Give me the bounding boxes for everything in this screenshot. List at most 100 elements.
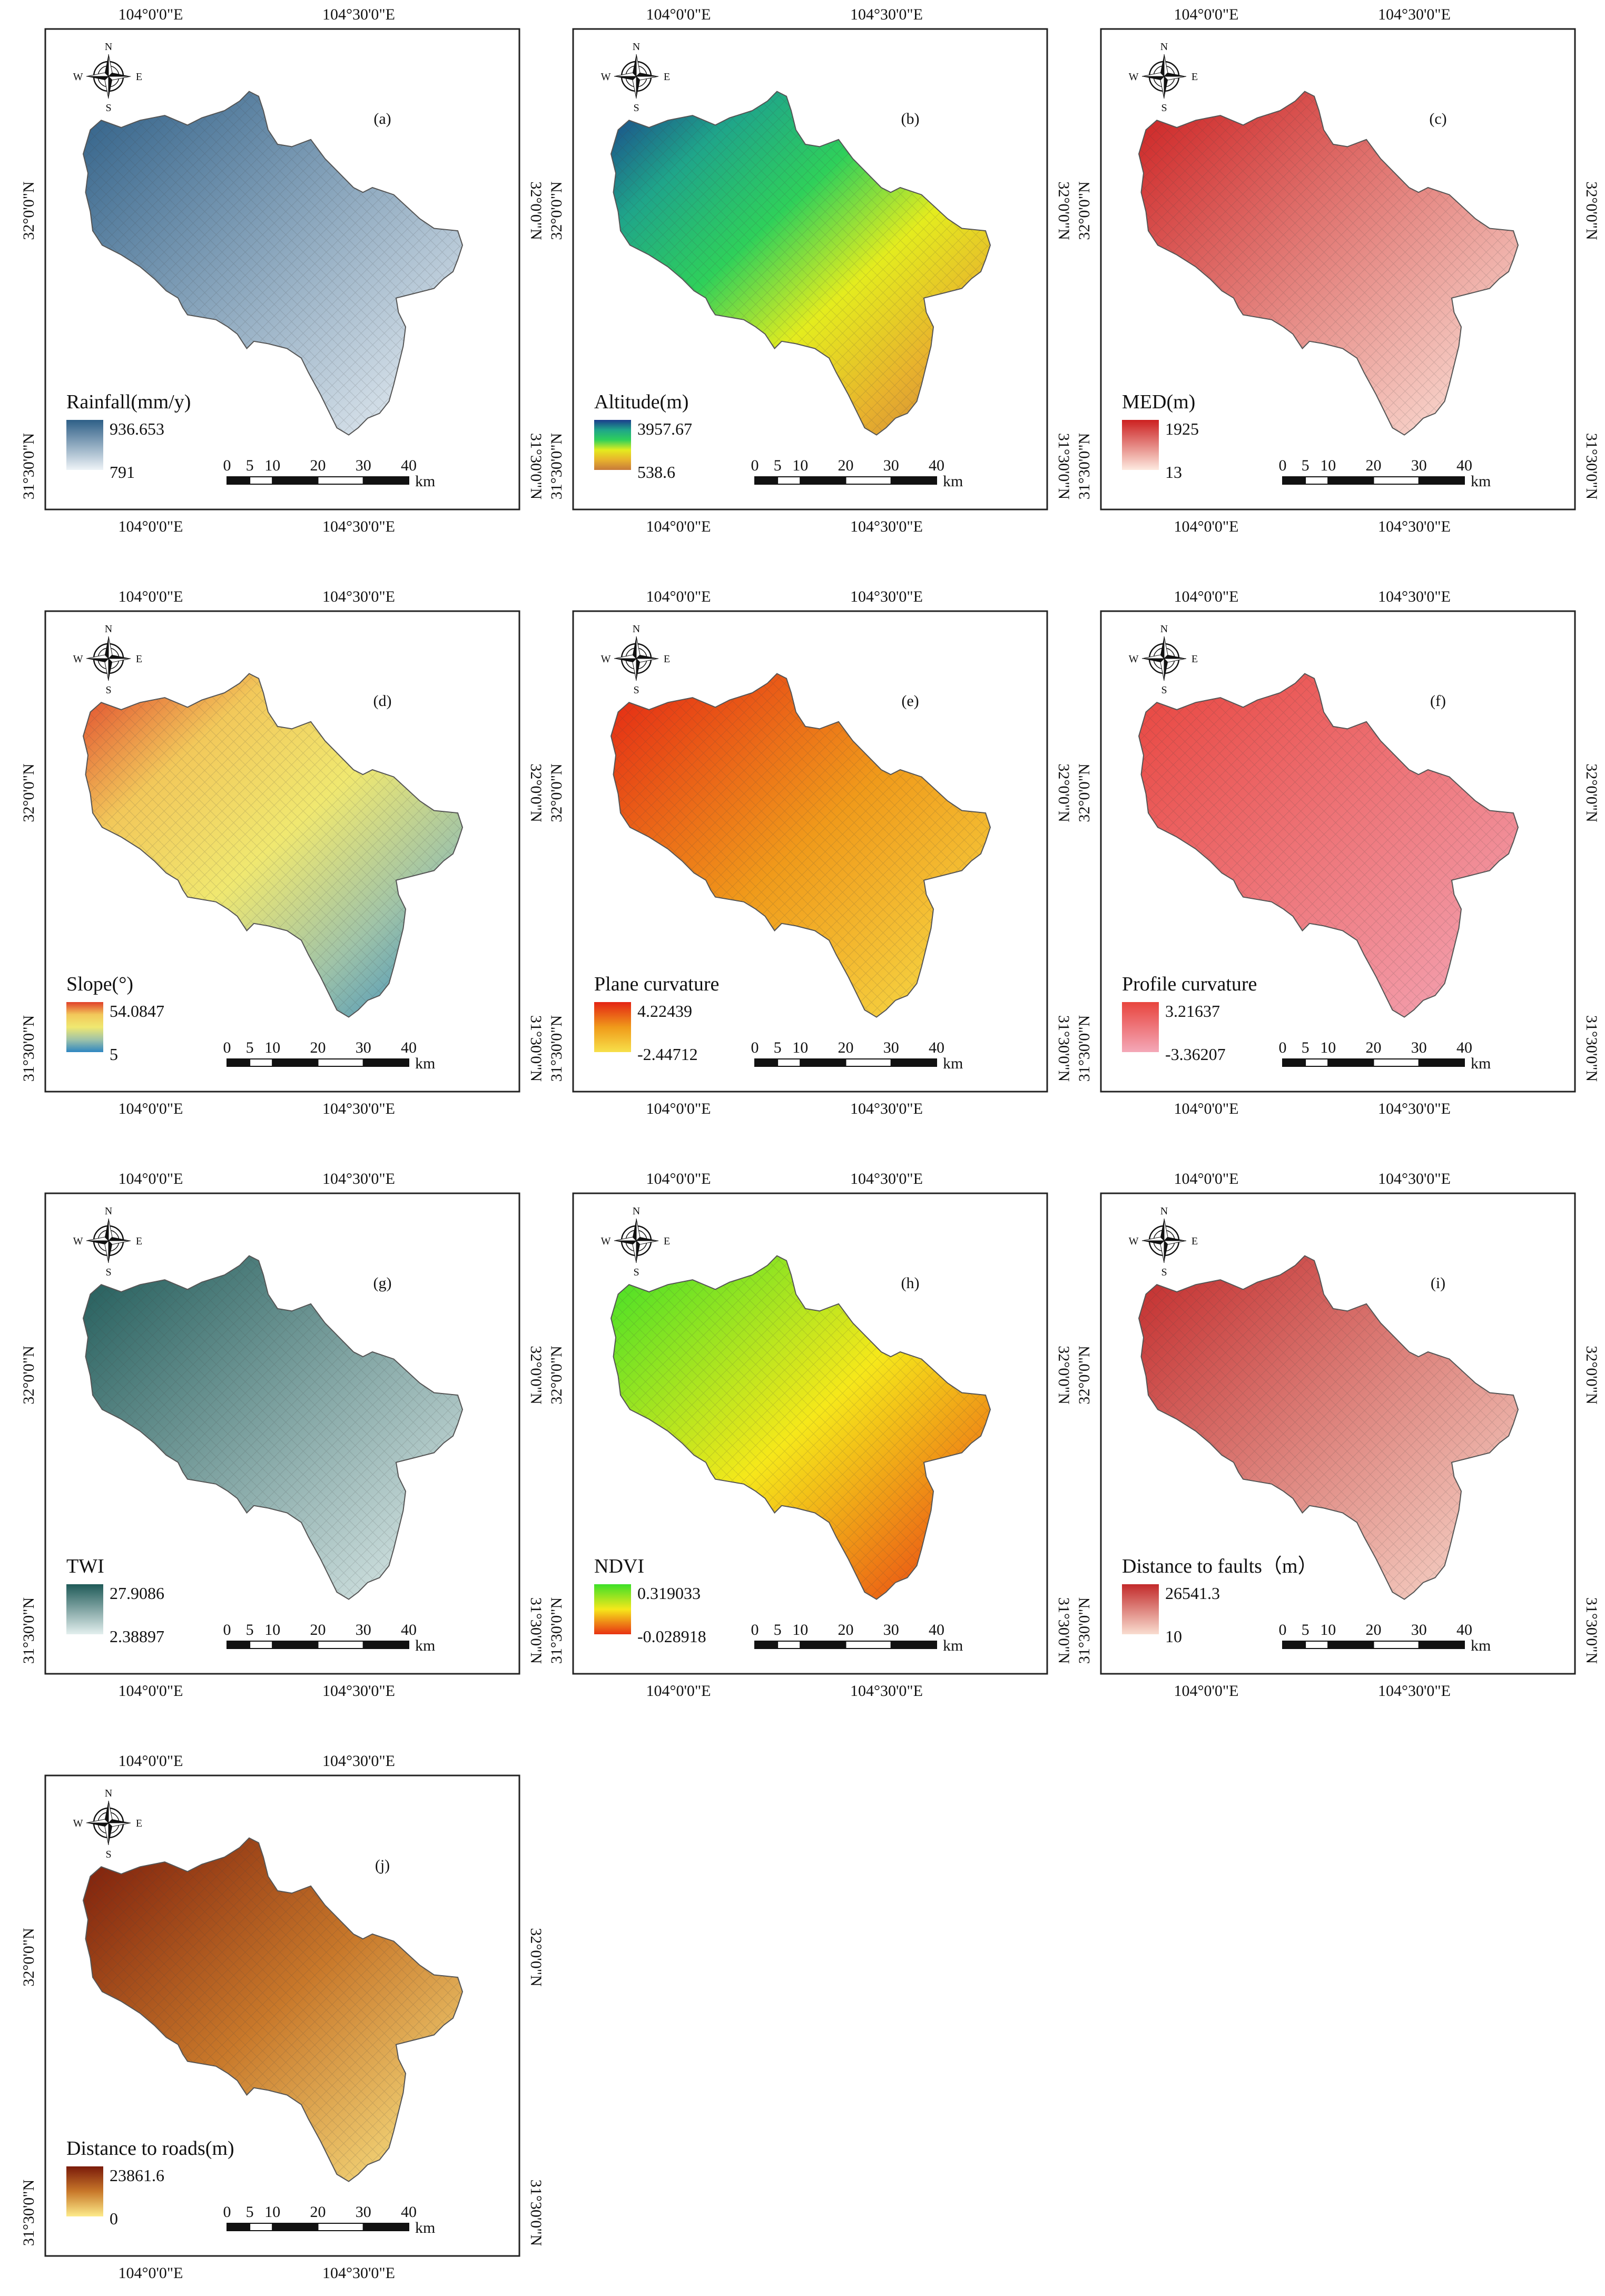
latitude-label-left-top: 32°0'0"N <box>548 763 565 822</box>
legend-color-ramp <box>594 1002 631 1052</box>
legend-title: Plane curvature <box>594 973 719 995</box>
compass-east-label: E <box>664 1235 670 1247</box>
scale-bar-tick-label: 5 <box>246 1039 254 1056</box>
map-panel-h: 104°0'0"E 104°30'0"E 104°0'0"E 104°30'0"E 32… <box>548 1170 1072 1700</box>
map-panel-f: 104°0'0"E 104°30'0"E 104°0'0"E 104°30'0"E 32… <box>1076 588 1600 1117</box>
legend-min-value: 2.38897 <box>110 1627 164 1646</box>
scale-bar-tick-label: 30 <box>1411 1039 1427 1056</box>
compass-south-label: S <box>105 1849 111 1860</box>
latitude-label-left-top: 32°0'0"N <box>1076 1346 1093 1404</box>
compass-north-label: N <box>633 41 640 53</box>
scale-bar-unit: km <box>415 2219 435 2236</box>
longitude-label-bottom-left: 104°0'0"E <box>1174 1682 1239 1700</box>
compass-east-label: E <box>136 1818 142 1829</box>
latitude-label-left-bottom: 31°30'0"N <box>548 1015 565 1082</box>
longitude-label-bottom-left: 104°0'0"E <box>119 518 183 535</box>
region-texture <box>83 673 462 1017</box>
compass-east-label: E <box>664 653 670 665</box>
scale-bar-tick-label: 0 <box>751 457 759 474</box>
compass-east-label: E <box>136 1235 142 1247</box>
compass-south-label: S <box>633 684 639 696</box>
latitude-label-left-bottom: 31°30'0"N <box>20 2180 37 2246</box>
region-texture <box>611 673 990 1017</box>
legend-min-value: -2.44712 <box>637 1045 698 1064</box>
scale-bar-tick-label: 10 <box>792 1621 808 1638</box>
scale-bar-tick-label: 40 <box>1456 1621 1472 1638</box>
legend-title: MED(m) <box>1122 391 1195 413</box>
compass-south-label: S <box>1161 1267 1167 1278</box>
scale-bar-tick-label: 20 <box>1366 1039 1382 1056</box>
scale-bar-tick-label: 0 <box>223 1039 231 1056</box>
compass-north-label: N <box>1160 41 1168 53</box>
latitude-label-left-bottom: 31°30'0"N <box>20 1597 37 1664</box>
compass-north-label: N <box>1160 623 1168 635</box>
map-panel-i: 104°0'0"E 104°30'0"E 104°0'0"E 104°30'0"E 32… <box>1076 1170 1600 1700</box>
legend-max-value: 23861.6 <box>110 2166 164 2185</box>
longitude-label-bottom-right: 104°30'0"E <box>850 518 923 535</box>
panel-letter: (d) <box>373 692 392 710</box>
scale-bar-tick-label: 0 <box>1279 1039 1287 1056</box>
legend-color-ramp <box>594 1584 631 1634</box>
scale-bar-tick-label: 20 <box>310 457 326 474</box>
latitude-label-left-top: 32°0'0"N <box>20 1346 37 1404</box>
legend-title: Slope(°) <box>66 973 133 995</box>
map-panel-j: 104°0'0"E 104°30'0"E 104°0'0"E 104°30'0"E 32… <box>20 1752 545 2282</box>
scale-bar-tick-label: 0 <box>1279 457 1287 474</box>
longitude-label-top-left: 104°0'0"E <box>1174 1170 1239 1188</box>
latitude-label-right-bottom: 31°30'0"N <box>1055 1015 1072 1082</box>
latitude-label-right-bottom: 31°30'0"N <box>1583 1015 1600 1082</box>
longitude-label-top-right: 104°30'0"E <box>1378 6 1451 23</box>
longitude-label-bottom-right: 104°30'0"E <box>1378 518 1451 535</box>
legend-max-value: 0.319033 <box>637 1584 701 1603</box>
panel-letter: (g) <box>373 1274 392 1292</box>
scale-bar-tick-label: 0 <box>1279 1621 1287 1638</box>
longitude-label-bottom-left: 104°0'0"E <box>119 1682 183 1700</box>
compass-icon: N S E W <box>601 41 671 114</box>
latitude-label-right-bottom: 31°30'0"N <box>1583 1597 1600 1664</box>
longitude-label-top-right: 104°30'0"E <box>850 6 923 23</box>
scale-bar-tick-label: 5 <box>1302 1621 1309 1638</box>
compass-south-label: S <box>105 1267 111 1278</box>
scale-bar-tick-label: 40 <box>929 457 944 474</box>
scale-bar-tick-label: 5 <box>1302 1039 1309 1056</box>
compass-north-label: N <box>105 1205 112 1217</box>
compass-icon: N S E W <box>601 1205 671 1278</box>
map-panel-g: 104°0'0"E 104°30'0"E 104°0'0"E 104°30'0"E 32… <box>20 1170 545 1700</box>
scale-bar-tick-label: 5 <box>774 1039 782 1056</box>
latitude-label-right-top: 32°0'0"N <box>1055 763 1072 822</box>
compass-west-label: W <box>1129 71 1139 83</box>
latitude-label-left-bottom: 31°30'0"N <box>548 1597 565 1664</box>
scale-bar-tick-label: 10 <box>1320 457 1336 474</box>
latitude-label-right-top: 32°0'0"N <box>1583 763 1600 822</box>
longitude-label-bottom-left: 104°0'0"E <box>119 1100 183 1117</box>
latitude-label-left-top: 32°0'0"N <box>20 181 37 240</box>
scale-bar-tick-label: 10 <box>792 457 808 474</box>
longitude-label-bottom-left: 104°0'0"E <box>1174 1100 1239 1117</box>
region-texture <box>1139 673 1518 1017</box>
region-texture <box>611 91 990 435</box>
scale-bar-tick-label: 20 <box>310 1039 326 1056</box>
scale-bar-tick-label: 10 <box>264 2203 280 2221</box>
map-panel-b: 104°0'0"E 104°30'0"E 104°0'0"E 104°30'0"E 32… <box>548 6 1072 535</box>
compass-south-label: S <box>105 684 111 696</box>
region-texture <box>83 1255 462 1600</box>
scale-bar-tick-label: 40 <box>401 2203 417 2221</box>
longitude-label-bottom-right: 104°30'0"E <box>322 518 395 535</box>
scale-bar-tick-label: 20 <box>838 1621 854 1638</box>
scale-bar-tick-label: 20 <box>838 1039 854 1056</box>
panel-letter: (e) <box>901 692 919 710</box>
compass-icon: N S E W <box>73 1788 143 1860</box>
scale-bar-tick-label: 10 <box>792 1039 808 1056</box>
legend-min-value: 791 <box>110 463 135 482</box>
latitude-label-right-top: 32°0'0"N <box>1583 1346 1600 1404</box>
latitude-label-right-bottom: 31°30'0"N <box>527 2180 545 2246</box>
compass-north-label: N <box>105 1788 112 1799</box>
scale-bar-tick-label: 30 <box>1411 1621 1427 1638</box>
